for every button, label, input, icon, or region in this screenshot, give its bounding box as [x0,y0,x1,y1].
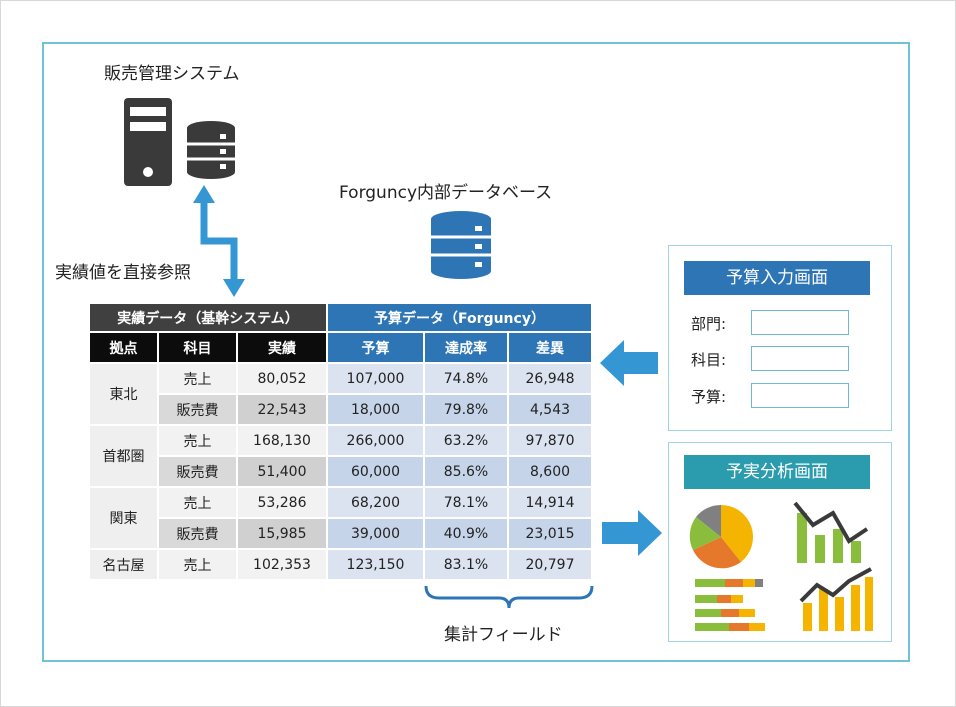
actual-cell: 22,543 [237,394,327,425]
table-row: 販売費 15,985 39,000 40.9% 23,015 [89,518,592,549]
column-header-diff: 差異 [508,332,592,363]
input-to-table-arrow [600,340,658,386]
bar-line-chart-yellow-icon [799,567,873,631]
direct-reference-label: 実績値を直接参照 [55,263,191,283]
item-cell: 販売費 [158,394,237,425]
server-icon [124,98,172,186]
location-cell: 東北 [89,363,158,425]
rate-cell: 40.9% [424,518,508,549]
database-icon [187,121,235,179]
item-cell: 売上 [158,487,237,518]
budget-cell: 68,200 [327,487,424,518]
analysis-title: 予実分析画面 [684,455,870,489]
rate-cell: 85.6% [424,456,508,487]
diff-cell: 97,870 [508,425,592,456]
budget-cell: 18,000 [327,394,424,425]
actual-cell: 15,985 [237,518,327,549]
rate-cell: 78.1% [424,487,508,518]
rate-cell: 74.8% [424,363,508,394]
diagram-frame [42,42,910,662]
location-cell: 名古屋 [89,549,158,580]
budget-input-screen: 予算入力画面 部門: 科目: 予算: [668,245,892,431]
sales-system-label: 販売管理システム [104,64,240,84]
location-cell: 関東 [89,487,158,549]
budget-data-header: 予算データ（Forguncy） [327,303,592,332]
column-header-budget: 予算 [327,332,424,363]
diff-cell: 20,797 [508,549,592,580]
actual-cell: 53,286 [237,487,327,518]
budget-input[interactable] [751,383,849,408]
stacked-bar-chart-icon [695,579,765,631]
rate-cell: 63.2% [424,425,508,456]
bar-line-chart-green-icon [793,501,869,563]
aggregate-field-label: 集計フィールド [444,625,563,645]
table-row: 関東 売上 53,286 68,200 78.1% 14,914 [89,487,592,549]
department-label: 部門: [691,315,727,333]
budget-cell: 266,000 [327,425,424,456]
table-row: 首都圏 売上 168,130 266,000 63.2% 97,870 [89,425,592,487]
actual-data-header: 実績データ（基幹システム） [89,303,327,332]
budget-cell: 39,000 [327,518,424,549]
budget-label: 予算: [691,388,727,406]
item-cell: 販売費 [158,518,237,549]
direct-reference-arrow [193,185,245,297]
item-cell: 売上 [158,363,237,394]
internal-db-label: Forguncy内部データベース [339,183,553,203]
diff-cell: 23,015 [508,518,592,549]
item-label: 科目: [691,351,727,369]
column-header-item: 科目 [158,332,237,363]
analysis-screen: 予実分析画面 [668,442,892,642]
department-input[interactable] [751,310,849,335]
budget-input-title: 予算入力画面 [684,261,870,295]
rate-cell: 79.8% [424,394,508,425]
column-header-actual: 実績 [237,332,327,363]
budget-cell: 60,000 [327,456,424,487]
table-row: 販売費 51,400 60,000 85.6% 8,600 [89,456,592,487]
diff-cell: 26,948 [508,363,592,394]
table-to-analysis-arrow [602,510,662,556]
location-cell: 首都圏 [89,425,158,487]
column-header-rate: 達成率 [424,332,508,363]
item-input[interactable] [751,346,849,371]
budget-actual-table: 実績データ（基幹システム） 予算データ（Forguncy） 拠点 科目 実績 予… [89,303,592,580]
diff-cell: 4,543 [508,394,592,425]
aggregate-field-brace [424,585,594,609]
item-cell: 売上 [158,425,237,456]
table-row: 東北 売上 80,052 107,000 74.8% 26,948 [89,363,592,425]
pie-chart-icon [689,505,753,569]
table-row: 名古屋 売上 102,353 123,150 83.1% 20,797 [89,549,592,580]
column-header-location: 拠点 [89,332,158,363]
actual-cell: 51,400 [237,456,327,487]
rate-cell: 83.1% [424,549,508,580]
actual-cell: 168,130 [237,425,327,456]
budget-cell: 123,150 [327,549,424,580]
diff-cell: 14,914 [508,487,592,518]
diff-cell: 8,600 [508,456,592,487]
actual-cell: 80,052 [237,363,327,394]
item-cell: 売上 [158,549,237,580]
actual-cell: 102,353 [237,549,327,580]
budget-cell: 107,000 [327,363,424,394]
item-cell: 販売費 [158,456,237,487]
table-row: 販売費 22,543 18,000 79.8% 4,543 [89,394,592,425]
forguncy-database-icon [431,211,491,279]
